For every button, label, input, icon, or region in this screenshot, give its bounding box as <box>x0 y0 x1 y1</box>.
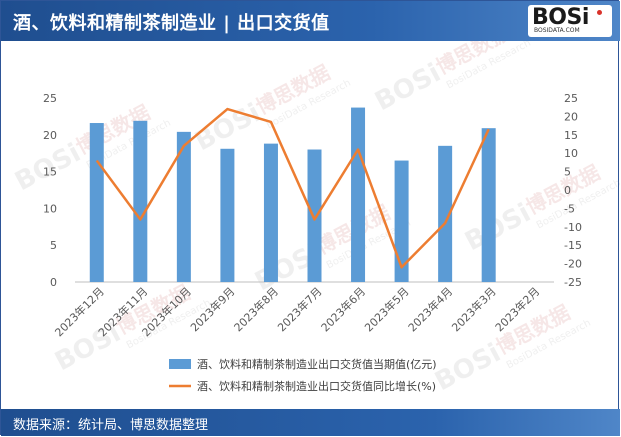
y-right-tick-label: 5 <box>564 166 571 179</box>
y-left-tick-label: 10 <box>43 202 57 215</box>
bar <box>481 128 496 282</box>
line-layer <box>95 107 490 269</box>
bars-layer <box>89 107 496 283</box>
y-left-tick-label: 15 <box>43 166 57 179</box>
y-right-tick-label: -15 <box>564 239 582 252</box>
x-tick-label: 2023年5月 <box>362 284 412 334</box>
y-right-tick-label: 10 <box>564 147 578 160</box>
chart-title: 酒、饮料和精制茶制造业 | 出口交货值 <box>13 13 330 34</box>
bar <box>263 143 278 282</box>
footer-bar: 数据来源：统计局、博思数据整理 <box>1 409 620 436</box>
logo-subtext: BOSIDATA.COM <box>534 27 580 34</box>
legend-label-bar: 酒、饮料和精制茶制造业出口交货值当期值(亿元) <box>197 357 437 371</box>
bar <box>438 145 453 282</box>
watermark-brand: BOSi <box>460 198 536 257</box>
bosi-logo: BOSi BOSIDATA.COM <box>528 5 612 37</box>
header-bar: 酒、饮料和精制茶制造业 | 出口交货值 BOSi BOSIDATA.COM <box>1 1 620 41</box>
logo-dot-icon <box>597 10 602 15</box>
y-left-tick-label: 0 <box>50 276 57 289</box>
x-tick-label: 2023年4月 <box>405 284 455 334</box>
y-right-tick-label: 0 <box>564 184 571 197</box>
y-right-tick-label: -5 <box>564 202 575 215</box>
data-source: 数据来源：统计局、博思数据整理 <box>13 418 209 433</box>
bar <box>220 148 235 282</box>
x-tick-label: 2023年3月 <box>449 284 499 334</box>
y-right-tick-label: -10 <box>564 221 582 234</box>
legend: 酒、饮料和精制茶制造业出口交货值当期值(亿元) 酒、饮料和精制茶制造业出口交货值同… <box>169 357 437 393</box>
legend-label-line: 酒、饮料和精制茶制造业出口交货值同比增长(%) <box>197 379 436 393</box>
y-right-tick-label: 25 <box>564 92 578 105</box>
bar <box>394 160 409 282</box>
bar <box>133 120 148 282</box>
growth-line <box>95 107 490 269</box>
y-right-tick-label: 15 <box>564 129 578 142</box>
x-tick-label: 2023年8月 <box>231 284 281 334</box>
logo-text: BOSi <box>532 5 589 30</box>
y-left-tick-label: 5 <box>50 239 57 252</box>
watermark-brand: BOSi <box>430 338 506 397</box>
bar <box>89 123 104 282</box>
watermark-brand: BOSi <box>370 58 446 117</box>
watermark-brand: BOSi <box>190 98 266 157</box>
x-tick-label: 2023年6月 <box>318 284 368 334</box>
bar <box>307 149 322 282</box>
y-left-tick-label: 25 <box>43 92 57 105</box>
y-right-tick-label: 20 <box>564 110 578 123</box>
legend-swatch-bar <box>169 359 191 369</box>
y-left-tick-label: 20 <box>43 129 57 142</box>
y-right-tick-label: -20 <box>564 258 582 271</box>
y-right-tick-label: -25 <box>564 276 582 289</box>
bar <box>351 107 366 283</box>
x-tick-label: 2023年7月 <box>274 284 324 334</box>
bar <box>176 131 191 282</box>
